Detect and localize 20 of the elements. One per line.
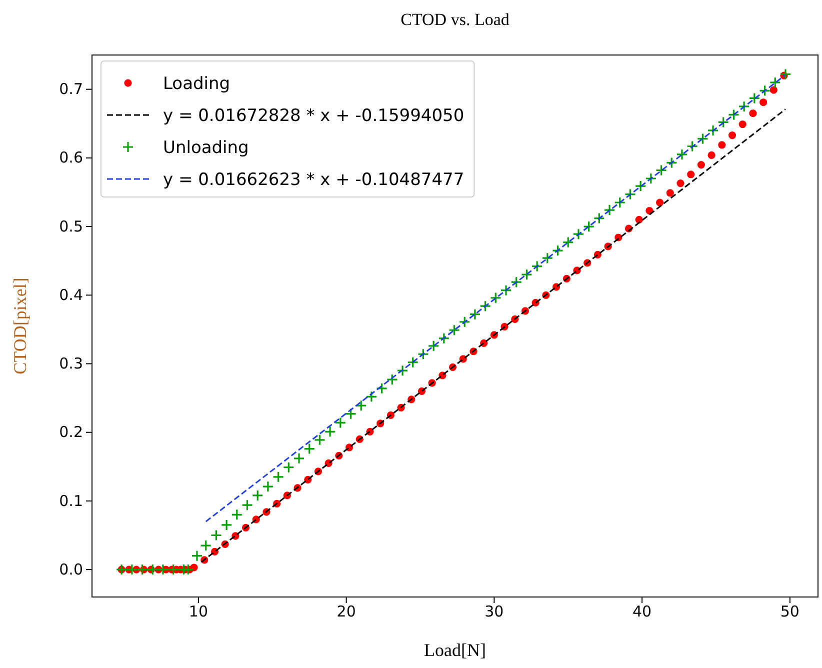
y-tick-label: 0.0: [59, 560, 83, 578]
x-tick-label: 40: [632, 602, 652, 621]
legend-label: Unloading: [163, 138, 249, 158]
y-tick-label: 0.4: [59, 286, 83, 304]
y-axis-title: CTOD[pixel]: [10, 278, 30, 374]
x-tick-label: 30: [484, 602, 504, 621]
x-tick-label: 20: [336, 602, 356, 621]
x-tick-label: 10: [188, 602, 208, 621]
y-tick-label: 0.1: [59, 492, 83, 510]
legend-label: y = 0.01672828 * x + -0.15994050: [163, 106, 464, 126]
y-tick-label: 0.5: [59, 217, 83, 236]
x-axis-title: Load[N]: [424, 640, 486, 660]
y-tick-label: 0.7: [59, 80, 83, 98]
legend-label: y = 0.01662623 * x + -0.10487477: [163, 170, 464, 190]
y-tick-label: 0.6: [59, 148, 83, 167]
legend-label: Loading: [163, 74, 230, 94]
x-tick-label: 50: [780, 602, 800, 621]
y-tick-label: 0.3: [59, 354, 83, 373]
chart-title: CTOD vs. Load: [400, 10, 510, 29]
y-tick-label: 0.2: [59, 423, 83, 442]
